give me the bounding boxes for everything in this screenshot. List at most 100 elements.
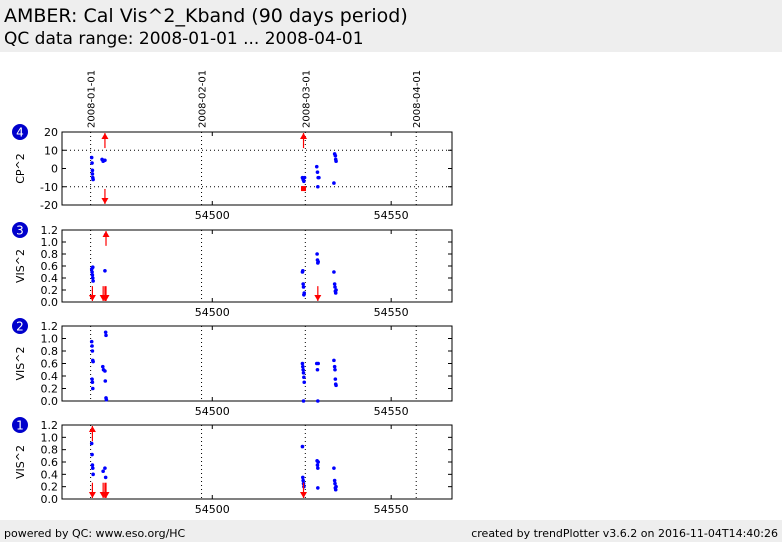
- data-point: [334, 484, 338, 489]
- data-point: [90, 172, 95, 176]
- y-axis-label: VIS^2: [14, 347, 27, 381]
- outlier-arrow: [101, 188, 109, 204]
- footer-bar: powered by QC: www.eso.org/HC created by…: [0, 520, 782, 542]
- x-tick-label: 54500: [195, 306, 230, 319]
- data-point: [301, 367, 305, 372]
- outlier-arrow: [101, 133, 109, 149]
- x-tick-label: 54550: [374, 503, 409, 516]
- data-point: [90, 161, 94, 165]
- data-point: [90, 380, 95, 385]
- data-point: [90, 270, 94, 274]
- data-point: [104, 333, 108, 338]
- y-tick-label: 0.4: [41, 370, 59, 383]
- data-point: [103, 475, 108, 480]
- data-point: [301, 285, 306, 289]
- footer-credit: powered by QC: www.eso.org/HC: [4, 527, 186, 540]
- trend-chart: 2008-01-01 2008-02-01 2008-03-01 2008-04-01…: [12, 70, 453, 520]
- y-tick-label: -10: [40, 181, 58, 194]
- data-point: [103, 369, 107, 373]
- panel-badge-label: 2: [16, 320, 24, 334]
- outlier-arrow: [88, 426, 96, 442]
- data-point: [316, 466, 320, 470]
- data-point: [100, 364, 105, 369]
- data-point: [91, 177, 95, 182]
- data-point: [332, 466, 336, 470]
- date-marker-label: 2008-04-01: [412, 70, 423, 128]
- data-point: [333, 487, 338, 492]
- data-point: [103, 158, 107, 163]
- y-tick-label: 0.4: [41, 468, 59, 481]
- header-bar: AMBER: Cal Vis^2_Kband (90 days period) …: [0, 0, 782, 52]
- y-tick-label: -20: [40, 199, 58, 212]
- y-tick-label: 0.6: [41, 456, 59, 469]
- data-point: [315, 463, 320, 467]
- outlier-arrow: [102, 482, 110, 498]
- data-point: [90, 344, 94, 348]
- date-marker-label: 2008-03-01: [301, 70, 312, 128]
- plot-frame: [61, 229, 453, 303]
- data-point: [90, 273, 95, 277]
- data-point: [316, 184, 320, 189]
- outlier-arrow-head: [101, 198, 109, 204]
- data-point: [91, 472, 95, 477]
- data-point: [332, 358, 336, 363]
- y-tick-label: 1.0: [41, 431, 59, 444]
- outlier-arrow: [102, 286, 110, 301]
- y-tick-label: 0.6: [41, 260, 59, 273]
- data-point: [300, 475, 305, 480]
- panel-3: 0.00.20.40.60.81.01.2 54500 54550 VIS^2 3: [12, 222, 453, 319]
- page-subtitle: QC data range: 2008-01-01 ... 2008-04-01: [4, 29, 364, 49]
- data-point: [332, 282, 337, 286]
- data-point: [101, 469, 105, 474]
- panel-badge-label: 3: [16, 224, 24, 238]
- panel-2: 0.00.20.40.60.81.01.2 54500 54550 VIS^2 2: [12, 318, 453, 418]
- data-point: [333, 377, 338, 381]
- panel-badge: [12, 124, 28, 140]
- data-point: [315, 367, 320, 372]
- x-tick-label: 54500: [195, 405, 230, 418]
- data-point: [301, 478, 305, 483]
- outlier-point: [301, 186, 307, 192]
- data-point: [316, 399, 320, 403]
- data-point: [300, 364, 305, 369]
- data-point: [334, 159, 338, 163]
- data-point: [332, 364, 337, 369]
- data-point: [316, 486, 320, 490]
- data-point: [103, 379, 108, 383]
- data-point: [333, 481, 337, 486]
- y-tick-label: 1.2: [41, 320, 59, 333]
- data-point: [89, 155, 94, 160]
- panel-1: 0.00.20.40.60.81.01.2 54500 54550 VIS^2 1: [12, 417, 453, 516]
- y-axis-label: VIS^2: [14, 445, 27, 479]
- data-point: [300, 269, 305, 273]
- y-tick-label: 10: [44, 144, 58, 157]
- plot-frame: [61, 131, 453, 206]
- data-point: [316, 260, 320, 264]
- outlier-arrow: [300, 133, 308, 149]
- panel-badge: [12, 417, 28, 433]
- data-point: [302, 179, 306, 184]
- plot-frame: [61, 424, 453, 500]
- data-point: [302, 380, 307, 385]
- data-point: [332, 181, 336, 185]
- data-point: [90, 386, 95, 391]
- data-point: [333, 285, 337, 289]
- data-point: [332, 270, 336, 274]
- y-tick-label: 1.2: [41, 224, 59, 237]
- data-point: [333, 153, 338, 158]
- y-axis-label: VIS^2: [14, 249, 27, 283]
- y-tick-label: 0.2: [41, 383, 59, 396]
- data-point: [90, 276, 95, 280]
- data-point: [90, 168, 95, 173]
- x-tick-label: 54550: [374, 209, 409, 222]
- data-point: [90, 265, 95, 269]
- data-point: [301, 282, 305, 286]
- data-point: [300, 361, 305, 366]
- outlier-arrow-head: [300, 492, 308, 498]
- data-point: [333, 291, 338, 295]
- panel-badge: [12, 318, 28, 334]
- y-axis-label: CP^2: [14, 153, 27, 184]
- data-point: [89, 441, 94, 446]
- y-tick-label: 0.6: [41, 358, 59, 371]
- y-tick-label: 0.8: [41, 345, 59, 358]
